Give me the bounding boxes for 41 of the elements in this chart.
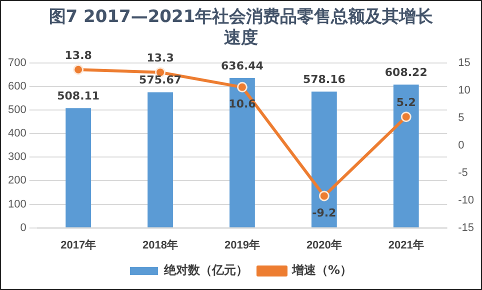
bar [393, 84, 419, 228]
data-label: 636.44 [221, 59, 264, 72]
data-label: 608.22 [384, 66, 428, 79]
y-tick-label: 400 [8, 128, 26, 140]
chart-title: 图7 2017—2021年社会消费品零售总额及其增长速度 [48, 7, 434, 49]
x-tick-label: 2020年 [306, 238, 342, 252]
y2-tick-label: 10 [458, 84, 470, 96]
legend-label: 绝对数（亿元） [162, 263, 248, 278]
y-tick-label: 200 [8, 174, 26, 187]
y2-tick-label: -10 [458, 194, 474, 206]
data-label: 5.2 [396, 96, 416, 110]
data-label: 13.3 [146, 52, 174, 65]
y-tick-label: 0 [20, 222, 26, 234]
y2-tick-label: 15 [458, 57, 470, 70]
y2-tick-label: 5 [458, 112, 464, 124]
data-label: 578.16 [302, 73, 346, 86]
x-tick-label: 2019年 [224, 238, 260, 252]
x-tick-label: 2018年 [142, 238, 178, 252]
legend-label: 增速（%） [290, 263, 352, 278]
data-label: -9.2 [312, 206, 336, 220]
bar [311, 92, 337, 228]
bar [148, 92, 173, 228]
bar [66, 108, 92, 228]
data-label: 508.11 [57, 90, 100, 103]
x-tick-label: 2021年 [388, 238, 424, 252]
bar [230, 78, 255, 228]
data-label: 13.8 [64, 48, 92, 62]
y2-tick-label: 0 [458, 139, 464, 152]
point [318, 190, 330, 202]
y-tick-label: 100 [8, 198, 26, 210]
y-tick-label: 600 [8, 80, 26, 93]
point [400, 112, 412, 122]
y-tick-label: 500 [8, 104, 26, 116]
data-label: 575.67 [139, 74, 182, 87]
x-tick-label: 2017年 [60, 238, 96, 252]
y2-tick-label: -5 [458, 166, 468, 179]
y-tick-label: 300 [8, 151, 26, 164]
y-tick-label: 700 [8, 57, 26, 70]
point [73, 64, 84, 75]
point [236, 82, 248, 92]
y2-tick-label: -15 [458, 222, 474, 234]
